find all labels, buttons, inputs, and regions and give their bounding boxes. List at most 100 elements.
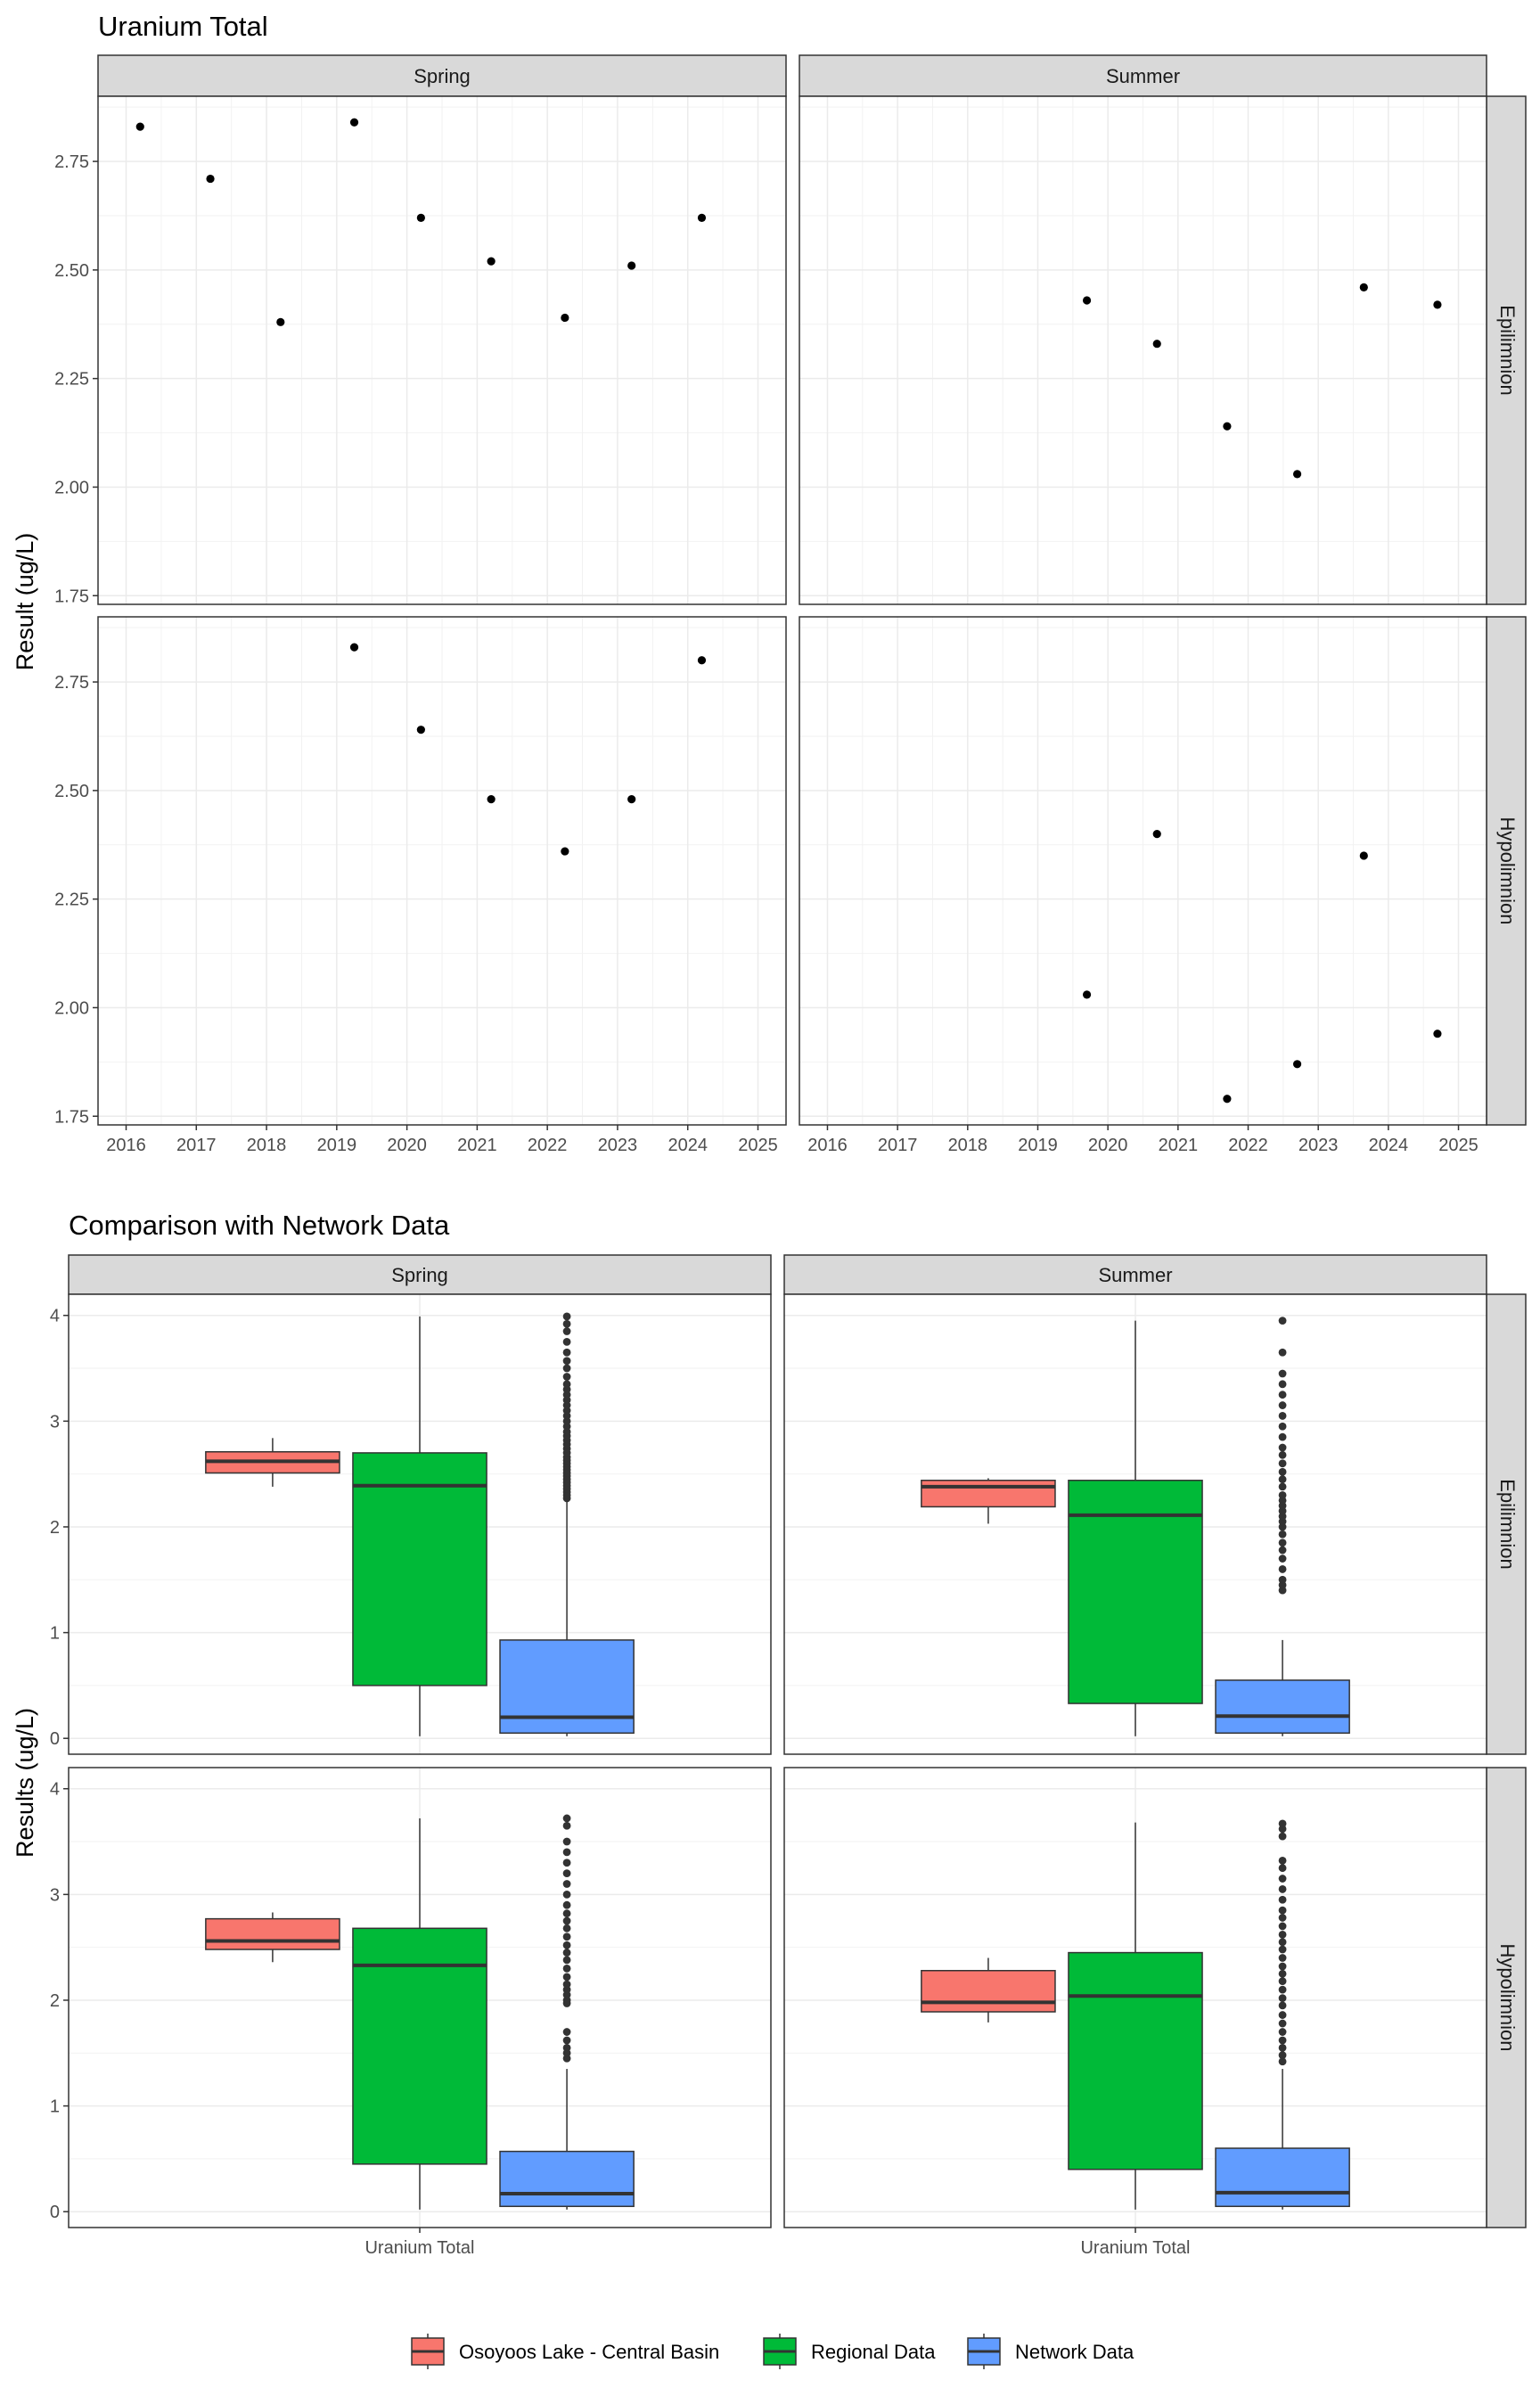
outlier-point (1278, 2036, 1287, 2045)
outlier-point (562, 2043, 571, 2052)
chart1-panel-summer-epilimnion (799, 95, 1487, 605)
box-network-data (499, 1814, 635, 2210)
data-point (697, 213, 707, 223)
outlier-point (562, 2036, 571, 2045)
outlier-point (1278, 1490, 1287, 1499)
data-point (1082, 990, 1092, 999)
box-body (1068, 1480, 1203, 1704)
box-regional-data (352, 1818, 487, 2210)
outlier-point (562, 1373, 571, 1381)
x-tick-label: 2021 (1159, 1136, 1199, 1155)
chart1-title: Uranium Total (98, 11, 268, 42)
outlier-point (1278, 1864, 1287, 1873)
panel-border (799, 616, 1487, 1126)
chart2-strip-summer (783, 1254, 1487, 1295)
legend-item-osoyoos-lake-central-basin: Osoyoos Lake - Central Basin (411, 2334, 719, 2369)
outlier-point (1278, 1914, 1287, 1922)
chart2-strip-label-summer: Summer (1098, 1264, 1172, 1286)
box-body (352, 1927, 487, 2165)
legend-item-network-data: Network Data (967, 2334, 1135, 2369)
legend-label: Network Data (1015, 2341, 1135, 2363)
panel-border (783, 1293, 1487, 1755)
chart1-panel-spring-hypolimnion: 1.75 2.00 2.25 2.50 2.75 2016 2017 2018 2019 2020… (54, 616, 787, 1155)
box-body (205, 1917, 340, 1950)
y-tick-label: 2.25 (54, 890, 89, 910)
data-point (627, 261, 636, 270)
outlier-point (562, 1821, 571, 1830)
x-tick-label: 2018 (948, 1136, 988, 1155)
x-tick-label: 2017 (176, 1136, 217, 1155)
chart2-strip-label-spring: Spring (391, 1264, 448, 1286)
outlier-point (1278, 1555, 1287, 1563)
y-tick-label: 0 (50, 2203, 60, 2222)
outlier-point (1278, 1954, 1287, 1962)
x-tick-label: 2019 (1018, 1136, 1058, 1155)
box-osoyoos-lake-central-basin (205, 1438, 340, 1487)
chart2-row-strip-label-hypolimnion: Hypolimnion (1496, 1943, 1519, 2051)
box-body (499, 1639, 635, 1735)
data-point (1223, 1095, 1232, 1104)
outlier-point (562, 1869, 571, 1878)
outlier-point (1278, 2019, 1287, 2028)
chart2-y-axis-label: Results (ug/L) (12, 1708, 38, 1858)
data-point (1152, 340, 1161, 349)
chart1-strip-spring (97, 54, 787, 97)
outlier-point (562, 1916, 571, 1925)
y-tick-label: 1.75 (54, 587, 89, 606)
outlier-point (1278, 1539, 1287, 1547)
outlier-point (1278, 1412, 1287, 1420)
box-regional-data (1068, 1320, 1203, 1736)
x-tick-label: Uranium Total (365, 2238, 474, 2258)
y-tick-label: 1 (50, 2097, 60, 2117)
box-osoyoos-lake-central-basin (921, 1478, 1056, 1524)
chart2-row-strip-label-epilimnion: Epilimnion (1496, 1479, 1519, 1570)
outlier-point (1278, 1985, 1287, 1994)
legend-item-regional-data: Regional Data (763, 2334, 936, 2369)
outlier-point (1278, 2043, 1287, 2052)
outlier-point (1278, 1962, 1287, 1971)
data-point (416, 213, 425, 223)
outlier-point (1278, 2051, 1287, 2060)
outlier-point (1278, 1875, 1287, 1883)
box-network-data (499, 1312, 635, 1736)
box-regional-data (352, 1316, 487, 1736)
chart1-row-strip-hypolimnion (1486, 616, 1527, 1126)
x-tick-label: 2016 (106, 1136, 146, 1155)
outlier-point (562, 1932, 571, 1941)
x-tick-label: 2025 (738, 1136, 778, 1155)
data-point (135, 122, 144, 131)
data-point (276, 317, 285, 326)
legend: Osoyoos Lake - Central Basin Regional Dat… (411, 2334, 1135, 2369)
outlier-point (562, 1964, 571, 1973)
chart1-strip-label-spring: Spring (414, 65, 471, 87)
chart2-panel-spring-hypolimnion: 0 1 2 3 4 Uranium Total (50, 1767, 772, 2258)
y-tick-label: 2.75 (54, 152, 89, 172)
outlier-point (1278, 2057, 1287, 2066)
outlier-point (1278, 2011, 1287, 2019)
chart2-panel-summer-hypolimnion: Uranium Total (783, 1767, 1487, 2258)
y-tick-label: 2.00 (54, 998, 89, 1018)
outlier-point (1278, 1945, 1287, 1954)
data-point (1433, 1030, 1442, 1038)
chart1-strip-label-summer: Summer (1106, 65, 1180, 87)
outlier-point (562, 1814, 571, 1823)
chart1-strip-summer (799, 54, 1487, 97)
x-tick-label: 2018 (247, 1136, 287, 1155)
outlier-point (1278, 1317, 1287, 1325)
outlier-point (1278, 1906, 1287, 1915)
legend-label: Regional Data (811, 2341, 936, 2363)
chart1-y-axis-label: Result (ug/L) (12, 533, 38, 671)
box-body (1215, 2147, 1350, 2208)
outlier-point (1278, 1401, 1287, 1409)
x-tick-label: 2019 (317, 1136, 357, 1155)
panel-border (97, 95, 787, 605)
outlier-point (562, 1949, 571, 1957)
outlier-point (1278, 1443, 1287, 1452)
data-point (1359, 851, 1368, 860)
data-point (349, 643, 359, 652)
chart1-row-strip-label-hypolimnion: Hypolimnion (1496, 816, 1519, 924)
outlier-point (1278, 1467, 1287, 1476)
outlier-point (1278, 1380, 1287, 1389)
outlier-point (1278, 2001, 1287, 2010)
chart2-row-strip-epilimnion (1486, 1293, 1527, 1755)
